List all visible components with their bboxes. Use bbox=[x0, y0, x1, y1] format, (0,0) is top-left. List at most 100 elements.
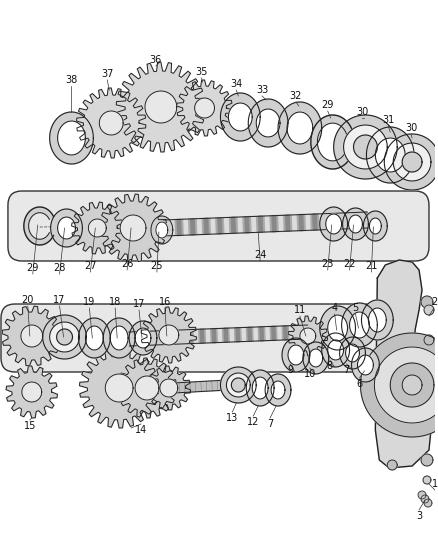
Text: 27: 27 bbox=[84, 261, 97, 271]
Text: 9: 9 bbox=[287, 365, 293, 375]
Polygon shape bbox=[159, 330, 162, 345]
Polygon shape bbox=[212, 329, 216, 343]
Polygon shape bbox=[156, 222, 168, 238]
Polygon shape bbox=[287, 112, 313, 144]
Polygon shape bbox=[350, 312, 369, 338]
Polygon shape bbox=[402, 375, 422, 395]
Polygon shape bbox=[206, 329, 210, 343]
Polygon shape bbox=[177, 80, 232, 136]
Polygon shape bbox=[6, 366, 57, 418]
Polygon shape bbox=[402, 152, 422, 172]
Polygon shape bbox=[343, 125, 387, 169]
Polygon shape bbox=[173, 380, 229, 393]
Polygon shape bbox=[160, 379, 178, 397]
Polygon shape bbox=[218, 218, 222, 234]
Polygon shape bbox=[57, 217, 75, 239]
Polygon shape bbox=[326, 214, 330, 230]
Polygon shape bbox=[374, 347, 438, 423]
Polygon shape bbox=[303, 342, 328, 374]
Polygon shape bbox=[129, 332, 132, 346]
Polygon shape bbox=[265, 216, 269, 232]
Text: 35: 35 bbox=[195, 67, 208, 77]
Polygon shape bbox=[224, 328, 228, 342]
Polygon shape bbox=[290, 326, 293, 340]
Text: 28: 28 bbox=[53, 263, 66, 273]
Polygon shape bbox=[51, 209, 82, 247]
Text: 22: 22 bbox=[343, 259, 356, 269]
Polygon shape bbox=[352, 348, 379, 382]
Polygon shape bbox=[141, 307, 197, 363]
Text: 30: 30 bbox=[357, 107, 368, 117]
Polygon shape bbox=[57, 121, 85, 155]
Text: 7: 7 bbox=[343, 365, 350, 375]
Polygon shape bbox=[322, 333, 350, 367]
Polygon shape bbox=[252, 377, 268, 399]
Polygon shape bbox=[147, 331, 150, 345]
Text: 7: 7 bbox=[267, 419, 273, 429]
Polygon shape bbox=[266, 327, 269, 341]
Polygon shape bbox=[320, 306, 356, 350]
Polygon shape bbox=[256, 109, 280, 137]
Polygon shape bbox=[353, 213, 357, 229]
Polygon shape bbox=[22, 382, 42, 402]
Polygon shape bbox=[78, 318, 110, 358]
Polygon shape bbox=[159, 325, 179, 345]
Polygon shape bbox=[334, 115, 397, 179]
Polygon shape bbox=[311, 115, 353, 169]
Polygon shape bbox=[364, 211, 387, 241]
Polygon shape bbox=[177, 220, 181, 236]
Polygon shape bbox=[265, 374, 291, 406]
Polygon shape bbox=[105, 374, 133, 402]
Polygon shape bbox=[153, 331, 156, 345]
Polygon shape bbox=[375, 138, 405, 172]
Polygon shape bbox=[313, 214, 317, 230]
Polygon shape bbox=[194, 98, 215, 118]
Polygon shape bbox=[226, 373, 250, 397]
Text: 37: 37 bbox=[101, 69, 113, 79]
Text: 33: 33 bbox=[256, 85, 268, 95]
Polygon shape bbox=[288, 345, 304, 365]
Polygon shape bbox=[110, 326, 128, 350]
Polygon shape bbox=[360, 212, 364, 228]
Text: 16: 16 bbox=[159, 297, 171, 307]
Polygon shape bbox=[103, 318, 135, 358]
Text: 34: 34 bbox=[230, 79, 243, 89]
Polygon shape bbox=[271, 381, 285, 399]
Text: 14: 14 bbox=[135, 425, 147, 435]
Polygon shape bbox=[191, 219, 195, 235]
Polygon shape bbox=[24, 207, 53, 245]
Polygon shape bbox=[141, 332, 144, 345]
Polygon shape bbox=[302, 325, 305, 339]
Polygon shape bbox=[231, 217, 235, 233]
Polygon shape bbox=[129, 321, 157, 355]
Text: 23: 23 bbox=[321, 259, 334, 269]
Text: 5: 5 bbox=[353, 303, 359, 313]
Polygon shape bbox=[204, 219, 208, 235]
Polygon shape bbox=[220, 367, 256, 403]
Text: 6: 6 bbox=[357, 379, 363, 389]
Polygon shape bbox=[384, 134, 438, 190]
Polygon shape bbox=[236, 328, 240, 342]
Text: 20: 20 bbox=[21, 295, 34, 305]
Polygon shape bbox=[85, 326, 103, 350]
Polygon shape bbox=[77, 88, 146, 158]
Polygon shape bbox=[342, 303, 378, 347]
Polygon shape bbox=[360, 333, 438, 437]
Polygon shape bbox=[211, 218, 215, 234]
Polygon shape bbox=[231, 378, 245, 392]
Polygon shape bbox=[49, 322, 79, 352]
Polygon shape bbox=[248, 99, 288, 147]
Polygon shape bbox=[198, 219, 201, 235]
Text: 13: 13 bbox=[226, 413, 238, 423]
Polygon shape bbox=[357, 355, 373, 375]
Text: 19: 19 bbox=[83, 297, 95, 307]
Polygon shape bbox=[424, 335, 434, 345]
Text: 29: 29 bbox=[27, 263, 39, 273]
Polygon shape bbox=[306, 214, 310, 230]
Polygon shape bbox=[71, 202, 123, 254]
Polygon shape bbox=[230, 328, 233, 342]
Polygon shape bbox=[300, 328, 316, 344]
Polygon shape bbox=[367, 127, 414, 183]
Polygon shape bbox=[260, 327, 263, 341]
Polygon shape bbox=[340, 213, 344, 229]
